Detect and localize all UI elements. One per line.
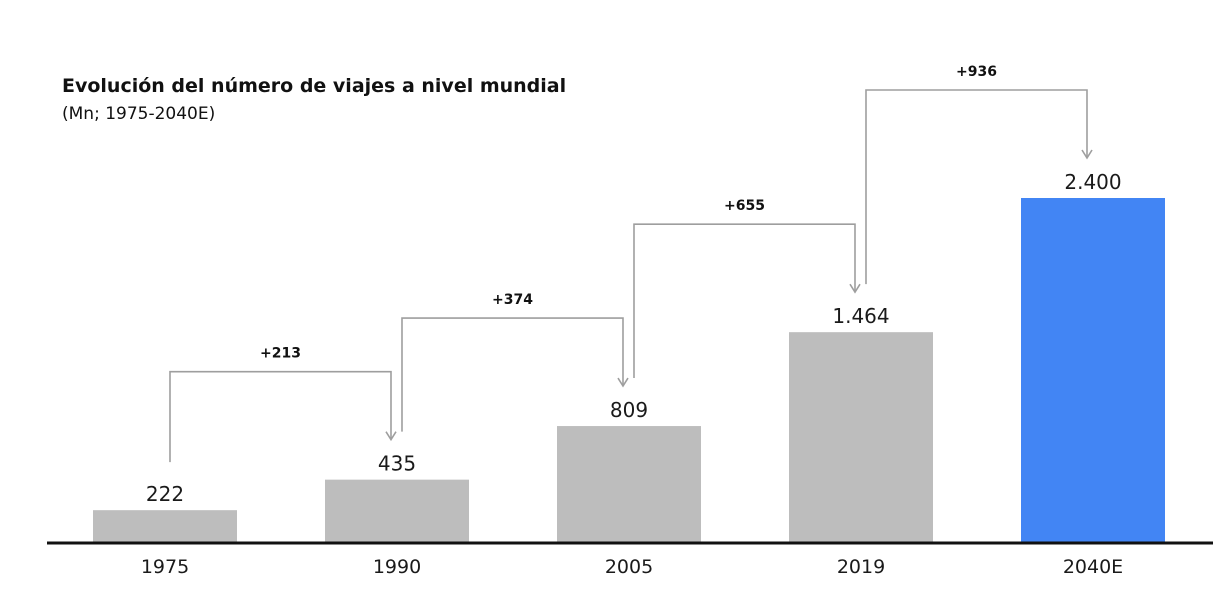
value-label-2005: 809 bbox=[610, 398, 648, 422]
delta-connectors: +213 +374 +655 +936 bbox=[169, 64, 1093, 463]
arrowhead-+936 bbox=[1081, 149, 1093, 160]
x-tick-1990: 1990 bbox=[373, 556, 421, 578]
delta-label-+655: +655 bbox=[724, 198, 765, 214]
bar-2005 bbox=[557, 426, 701, 542]
x-tick-2019: 2019 bbox=[837, 556, 885, 578]
arrowhead-+213 bbox=[385, 431, 397, 442]
delta-label-+213: +213 bbox=[260, 346, 301, 362]
x-tick-labels: 1975 1990 2005 2019 2040E bbox=[141, 556, 1123, 578]
value-labels: 222 435 809 1.464 2.400 bbox=[146, 170, 1122, 506]
connector-+655 bbox=[633, 223, 856, 379]
connector-+374 bbox=[401, 317, 624, 432]
bars bbox=[93, 198, 1165, 542]
x-tick-1975: 1975 bbox=[141, 556, 189, 578]
bar-2019 bbox=[789, 332, 933, 542]
arrowhead-+655 bbox=[849, 283, 861, 294]
delta-label-+374: +374 bbox=[492, 292, 533, 308]
connector-+213 bbox=[169, 370, 392, 463]
x-tick-2040E: 2040E bbox=[1063, 556, 1123, 578]
value-label-1990: 435 bbox=[378, 452, 416, 476]
value-label-2019: 1.464 bbox=[832, 304, 889, 328]
bar-1975 bbox=[93, 510, 237, 542]
chart-subtitle: (Mn; 1975-2040E) bbox=[62, 104, 215, 124]
arrowhead-+374 bbox=[617, 377, 629, 388]
x-tick-2005: 2005 bbox=[605, 556, 653, 578]
value-label-2040E: 2.400 bbox=[1064, 170, 1121, 194]
chart-title: Evolución del número de viajes a nivel m… bbox=[62, 75, 566, 97]
connector-+936 bbox=[865, 89, 1088, 285]
bar-2040E bbox=[1021, 198, 1165, 542]
bar-1990 bbox=[325, 479, 469, 542]
value-label-1975: 222 bbox=[146, 482, 184, 506]
delta-label-+936: +936 bbox=[956, 64, 997, 80]
